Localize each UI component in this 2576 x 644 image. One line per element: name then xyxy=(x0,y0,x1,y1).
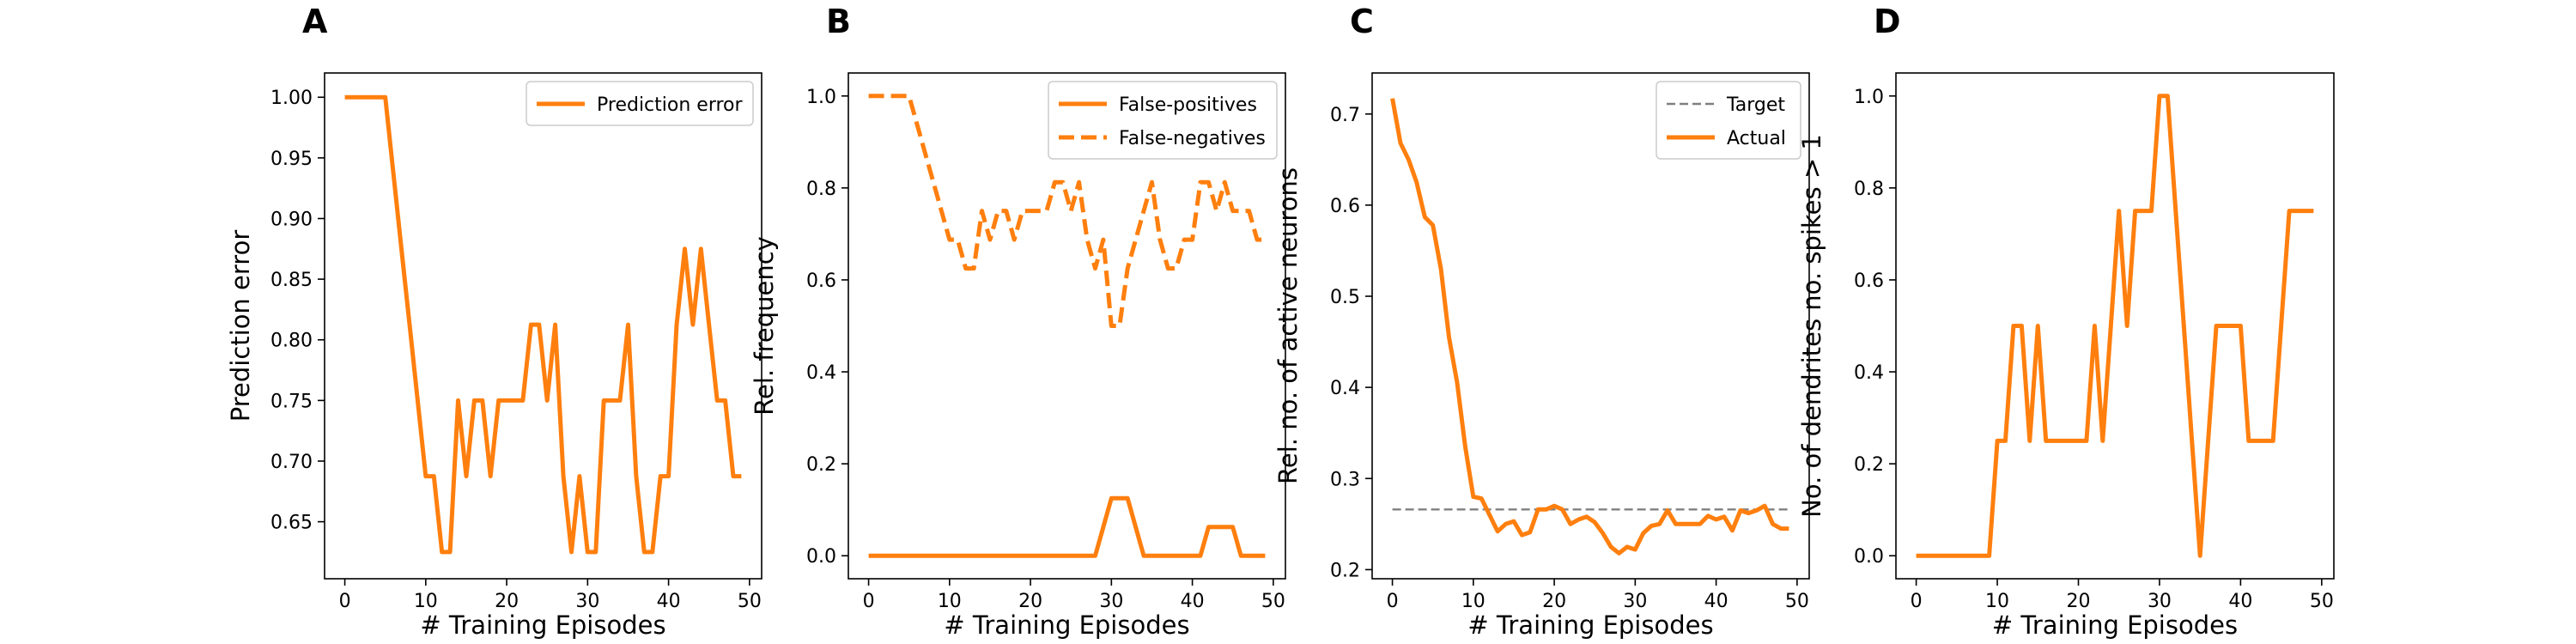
y-tick-label: 0.2 xyxy=(1854,454,1884,476)
x-tick-label: 20 xyxy=(1542,591,1566,612)
y-axis-label: Rel. frequency xyxy=(750,236,779,416)
x-tick-label: 10 xyxy=(414,591,438,612)
x-tick-label: 40 xyxy=(1704,591,1728,612)
x-tick-label: 0 xyxy=(863,591,875,612)
x-axis-label: # Training Episodes xyxy=(1992,611,2238,640)
x-tick-label: 20 xyxy=(495,591,519,612)
x-tick-label: 30 xyxy=(1099,591,1123,612)
x-tick-label: 40 xyxy=(2228,591,2252,612)
y-tick-label: 0.0 xyxy=(1854,546,1884,568)
panel-letter: D xyxy=(1874,3,1901,40)
y-tick-label: 0.8 xyxy=(1854,179,1884,200)
x-tick-label: 20 xyxy=(1018,591,1042,612)
legend-label: False-positives xyxy=(1119,94,1257,116)
x-tick-label: 20 xyxy=(2067,591,2091,612)
y-tick-label: 0.6 xyxy=(806,270,836,292)
y-tick-label: 0.65 xyxy=(270,513,313,534)
y-tick-label: 0.3 xyxy=(1330,469,1360,490)
legend-label: False-negatives xyxy=(1119,128,1266,149)
y-tick-label: 1.0 xyxy=(1854,87,1884,108)
y-tick-label: 0.4 xyxy=(806,362,836,384)
y-tick-label: 0.95 xyxy=(270,149,313,170)
legend-label: Actual xyxy=(1727,128,1786,149)
y-tick-label: 1.00 xyxy=(270,88,313,109)
panel-c: C 0 10 20 30 40 50 0.2 0.3 0.4 0.5 0.6 0.7 # Training… xyxy=(1273,3,1810,640)
x-tick-label: 10 xyxy=(938,591,962,612)
plot-frame xyxy=(848,72,1286,580)
panel-letter: A xyxy=(302,3,328,40)
y-tick-label: 0.90 xyxy=(270,209,313,230)
y-tick-label: 0.4 xyxy=(1330,378,1360,399)
y-axis-label: Rel. no. of active neurons xyxy=(1273,167,1303,484)
x-tick-label: 0 xyxy=(339,591,351,612)
y-tick-label: 0.6 xyxy=(1854,270,1884,292)
x-axis-label: # Training Episodes xyxy=(944,611,1189,640)
panel-a: A 0 10 20 30 40 50 0.65 0.70 0.75 0.80 0.85 0.90 0.95… xyxy=(226,3,762,640)
plot-frame xyxy=(324,72,762,580)
y-tick-label: 0.2 xyxy=(1330,560,1360,581)
x-tick-label: 40 xyxy=(657,591,681,612)
legend-label: Prediction error xyxy=(597,94,743,116)
x-tick-label: 50 xyxy=(738,591,762,612)
y-tick-label: 0.70 xyxy=(270,452,313,473)
y-tick-label: 0.2 xyxy=(806,454,836,476)
panel-letter: B xyxy=(826,3,851,40)
x-tick-label: 30 xyxy=(2148,591,2172,612)
x-tick-label: 0 xyxy=(1387,591,1399,612)
y-tick-label: 0.85 xyxy=(270,270,313,291)
x-axis-label: # Training Episodes xyxy=(1467,611,1713,640)
series-line xyxy=(868,495,1266,558)
y-tick-label: 0.6 xyxy=(1330,196,1360,217)
series-line xyxy=(1916,94,2314,558)
x-tick-label: 50 xyxy=(2310,591,2334,612)
x-tick-label: 30 xyxy=(575,591,599,612)
x-axis-label: # Training Episodes xyxy=(420,611,665,640)
x-tick-label: 30 xyxy=(1623,591,1647,612)
y-tick-label: 0.4 xyxy=(1854,362,1884,384)
y-axis-label: No. of dendrites no. spikes > 1 xyxy=(1797,134,1826,518)
x-tick-label: 50 xyxy=(1261,591,1285,612)
x-tick-label: 10 xyxy=(1985,591,2009,612)
y-tick-label: 0.75 xyxy=(270,391,313,412)
panel-letter: C xyxy=(1350,3,1374,40)
x-tick-label: 10 xyxy=(1461,591,1485,612)
y-tick-label: 0.8 xyxy=(806,179,836,200)
y-axis-label: Prediction error xyxy=(226,230,255,422)
panel-b: B 0 10 20 30 40 50 0.0 0.2 0.4 0.6 0.8 1.0 # Training… xyxy=(750,3,1286,640)
plot-frame xyxy=(1371,72,1810,580)
y-tick-label: 0.80 xyxy=(270,331,313,352)
series-line xyxy=(1390,98,1789,556)
y-tick-label: 0.5 xyxy=(1330,287,1360,308)
y-tick-label: 1.0 xyxy=(806,87,836,108)
x-tick-label: 0 xyxy=(1911,591,1923,612)
legend-label: Target xyxy=(1726,94,1785,116)
panel-d: D 0 10 20 30 40 50 0.0 0.2 0.4 0.6 0.8 1.0 # Training… xyxy=(1797,3,2335,640)
series-line xyxy=(344,94,742,555)
legend-box xyxy=(526,81,754,126)
y-tick-label: 0.7 xyxy=(1330,105,1360,126)
x-tick-label: 50 xyxy=(1785,591,1809,612)
series-line xyxy=(868,94,1266,328)
y-tick-label: 0.0 xyxy=(806,546,836,568)
x-tick-label: 40 xyxy=(1181,591,1205,612)
plot-frame xyxy=(1895,72,2335,580)
